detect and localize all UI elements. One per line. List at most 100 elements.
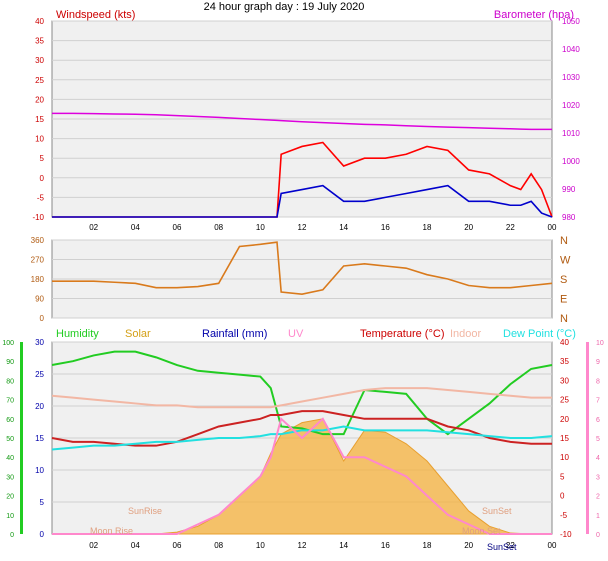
- rain-tick-label: 20: [35, 402, 44, 411]
- temp-tick-label: 15: [560, 434, 569, 443]
- temp-tick-label: 0: [560, 492, 565, 501]
- humidity-tick-label: 90: [6, 359, 14, 366]
- direction-tick-label: 270: [31, 256, 45, 265]
- time-tick-label: 14: [339, 541, 348, 550]
- rain-tick-label: 10: [35, 466, 44, 475]
- wind-tick-label: 0: [40, 174, 45, 183]
- humidity-tick-label: 100: [2, 340, 14, 347]
- wind-tick-label: 20: [35, 95, 44, 104]
- baro-tick-label: 1000: [562, 157, 580, 166]
- uv-tick-label: 8: [596, 378, 600, 385]
- humidity-tick-label: 0: [10, 532, 14, 539]
- humidity-tick-label: 30: [6, 474, 14, 481]
- time-tick-label: 00: [548, 541, 557, 550]
- time-tick-label: 04: [131, 223, 140, 232]
- humidity-tick-label: 40: [6, 455, 14, 462]
- legend-entry: Solar: [125, 328, 151, 340]
- uv-tick-label: 4: [596, 455, 600, 462]
- temp-tick-label: 5: [560, 472, 565, 481]
- humidity-tick-label: 70: [6, 398, 14, 405]
- time-tick-label: 02: [89, 541, 98, 550]
- direction-tick-label: 90: [35, 295, 44, 304]
- wind-tick-label: 30: [35, 56, 44, 65]
- baro-legend: Barometer (hpa): [494, 9, 574, 21]
- wind-tick-label: 35: [35, 37, 44, 46]
- annotation-label: SunSet: [482, 506, 512, 516]
- temp-tick-label: -10: [560, 530, 572, 539]
- compass-label: N: [560, 235, 568, 247]
- baro-tick-label: 980: [562, 213, 576, 222]
- wind-tick-label: 10: [35, 135, 44, 144]
- uv-tick-label: 6: [596, 417, 600, 424]
- annotation-label: Moon Set: [462, 526, 501, 536]
- temp-tick-label: 20: [560, 415, 569, 424]
- series-line: [52, 184, 553, 218]
- time-tick-label: 18: [423, 223, 432, 232]
- wind-tick-label: -5: [37, 193, 45, 202]
- direction-tick-label: 360: [31, 236, 45, 245]
- series-line: [52, 112, 552, 131]
- series-line: [52, 241, 553, 295]
- legend-entry: Indoor: [450, 328, 482, 340]
- legend-entry: Rainfall (mm): [202, 328, 267, 340]
- temp-tick-label: 10: [560, 453, 569, 462]
- wind-tick-label: 15: [35, 115, 44, 124]
- time-tick-label: 14: [339, 223, 348, 232]
- time-tick-label: 22: [506, 541, 515, 550]
- wind-tick-label: -10: [32, 213, 44, 222]
- time-tick-label: 16: [381, 541, 390, 550]
- time-tick-label: 20: [464, 223, 473, 232]
- time-tick-label: 16: [381, 223, 390, 232]
- rain-tick-label: 15: [35, 434, 44, 443]
- series-line: [51, 410, 552, 447]
- time-tick-label: 00: [548, 223, 557, 232]
- direction-tick-label: 0: [40, 314, 45, 323]
- time-tick-label: 10: [256, 223, 265, 232]
- uv-tick-label: 0: [596, 532, 600, 539]
- rain-tick-label: 30: [35, 338, 44, 347]
- rain-tick-label: 5: [40, 498, 45, 507]
- time-tick-label: 20: [464, 541, 473, 550]
- compass-label: E: [560, 294, 567, 306]
- uv-tick-label: 2: [596, 494, 600, 501]
- compass-label: W: [560, 255, 571, 267]
- humidity-tick-label: 60: [6, 417, 14, 424]
- uv-tick-label: 3: [596, 474, 600, 481]
- series-line: [52, 416, 552, 535]
- annotation-label: Moon Rise: [90, 526, 133, 536]
- uv-axis-bar: [586, 342, 589, 534]
- time-tick-label: 18: [423, 541, 432, 550]
- legend-entry: Temperature (°C): [360, 328, 444, 340]
- humidity-tick-label: 20: [6, 494, 14, 501]
- baro-tick-label: 1030: [562, 73, 580, 82]
- temp-tick-label: 25: [560, 396, 569, 405]
- baro-tick-label: 1020: [562, 101, 580, 110]
- uv-tick-label: 1: [596, 513, 600, 520]
- legend-entry: Humidity: [56, 328, 99, 340]
- rain-tick-label: 0: [40, 530, 45, 539]
- uv-tick-label: 10: [596, 340, 604, 347]
- compass-label: N: [560, 313, 568, 325]
- annotation-label: SunSet: [487, 542, 517, 552]
- time-tick-label: 06: [173, 223, 182, 232]
- wind-tick-label: 40: [35, 17, 44, 26]
- time-tick-label: 08: [214, 541, 223, 550]
- series-line: [51, 387, 552, 409]
- temp-tick-label: 40: [560, 338, 569, 347]
- humidity-axis-bar: [20, 342, 23, 534]
- time-tick-label: 06: [173, 541, 182, 550]
- series-line: [51, 425, 553, 451]
- temp-tick-label: 35: [560, 357, 569, 366]
- time-tick-label: 08: [214, 223, 223, 232]
- time-tick-label: 12: [298, 541, 307, 550]
- chart-title: 24 hour graph day : 19 July 2020: [204, 1, 365, 13]
- legend-entry: Dew Point (°C): [503, 328, 576, 340]
- humidity-tick-label: 10: [6, 513, 14, 520]
- time-tick-label: 02: [89, 223, 98, 232]
- time-tick-label: 04: [131, 541, 140, 550]
- baro-tick-label: 1050: [562, 17, 580, 26]
- compass-label: S: [560, 274, 567, 286]
- direction-tick-label: 180: [31, 275, 45, 284]
- rain-tick-label: 25: [35, 370, 44, 379]
